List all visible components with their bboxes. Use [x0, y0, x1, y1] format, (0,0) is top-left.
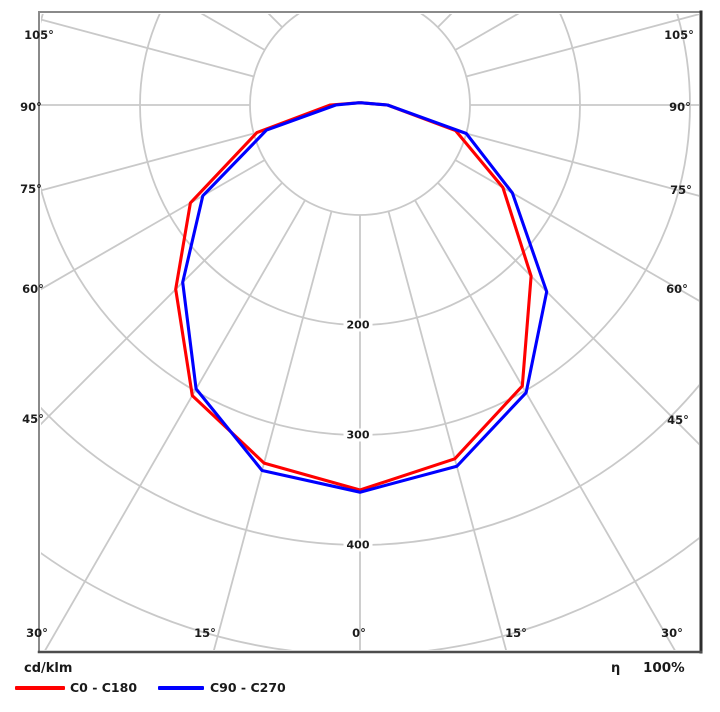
grid-spoke-75 [466, 132, 699, 197]
grid-spoke-30 [414, 199, 676, 650]
ring-label-300: 300 [343, 428, 373, 442]
grid-spoke-225 [267, 14, 283, 28]
angle-label-60: 60° [22, 282, 44, 296]
grid-spoke-105 [466, 14, 699, 78]
angle-label-60: 60° [666, 282, 688, 296]
grid-spoke-15 [387, 211, 507, 650]
unit-label: cd/klm [24, 661, 73, 676]
angle-label-30: 30° [661, 626, 683, 640]
angle-label-90: 90° [669, 100, 691, 114]
efficiency-symbol: η [611, 661, 621, 676]
grid-spoke-210 [0, 0, 305, 10]
efficiency-value: 100% [643, 660, 685, 676]
grid-spoke-345 [213, 211, 333, 650]
angle-label-30: 30° [26, 626, 48, 640]
angle-label-15: 15° [505, 626, 527, 640]
angle-label-105: 105° [24, 28, 54, 42]
angle-label-45: 45° [22, 412, 44, 426]
legend-line-c0-c180 [15, 686, 65, 690]
angle-label-45: 45° [667, 413, 689, 427]
grid-spoke-60 [454, 159, 699, 302]
grid-spoke-330 [44, 199, 306, 650]
grid-spoke-285 [41, 132, 254, 192]
curve-c90-c270 [181, 101, 549, 494]
grid-ring-100 [249, 14, 471, 216]
angle-label-90: 90° [20, 100, 42, 114]
angle-label-105: 105° [664, 28, 694, 42]
legend-label-c90-c270: C90 - C270 [210, 680, 286, 695]
legend-label-c0-c180: C0 - C180 [70, 680, 138, 695]
angle-label-15: 15° [194, 626, 216, 640]
plot-frame [37, 10, 703, 654]
grid-spoke-45 [437, 182, 699, 446]
grid-spoke-300 [41, 159, 266, 291]
ring-label-400: 400 [343, 538, 373, 552]
angle-label-75: 75° [20, 182, 42, 196]
ring-label-200: 200 [343, 318, 373, 332]
angle-label-0: 0° [352, 626, 366, 640]
grid-spoke-150 [415, 0, 720, 10]
grid-spoke-135 [437, 14, 453, 28]
intensity-curves [174, 101, 549, 494]
grid-spoke-255 [41, 18, 254, 78]
legend-line-c90-c270 [158, 686, 204, 690]
angle-label-75: 75° [670, 183, 692, 197]
